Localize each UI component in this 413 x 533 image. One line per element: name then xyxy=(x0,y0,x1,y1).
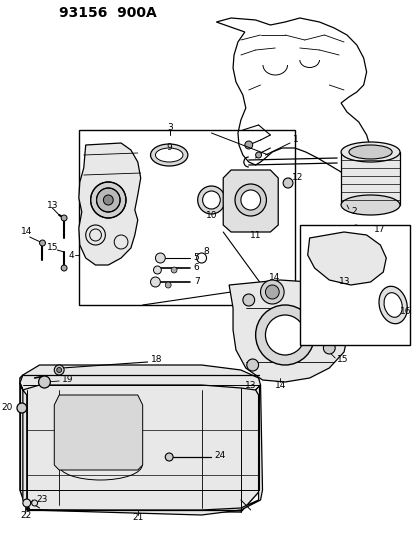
Polygon shape xyxy=(228,280,348,382)
Ellipse shape xyxy=(235,184,266,216)
Circle shape xyxy=(242,294,254,306)
Text: 6: 6 xyxy=(193,263,199,272)
Text: 23: 23 xyxy=(36,496,48,505)
Text: 2: 2 xyxy=(350,207,356,216)
Polygon shape xyxy=(223,170,278,232)
Circle shape xyxy=(246,359,258,371)
Text: 15: 15 xyxy=(336,356,348,365)
Circle shape xyxy=(23,499,31,507)
Text: 22: 22 xyxy=(20,511,31,520)
Circle shape xyxy=(90,182,126,218)
Text: 17: 17 xyxy=(373,225,384,235)
Ellipse shape xyxy=(240,190,260,210)
Text: 8: 8 xyxy=(203,247,209,256)
Text: 4: 4 xyxy=(68,251,74,260)
Circle shape xyxy=(165,453,173,461)
Text: 13: 13 xyxy=(46,200,58,209)
Text: 14: 14 xyxy=(268,273,279,282)
Circle shape xyxy=(153,266,161,274)
Text: 24: 24 xyxy=(214,450,225,459)
Text: 5: 5 xyxy=(193,254,199,262)
Circle shape xyxy=(17,403,27,413)
Text: 19: 19 xyxy=(62,376,74,384)
Circle shape xyxy=(282,178,292,188)
Circle shape xyxy=(165,282,171,288)
Text: 20: 20 xyxy=(2,403,13,413)
Circle shape xyxy=(54,365,64,375)
Text: 9: 9 xyxy=(166,143,172,152)
Ellipse shape xyxy=(197,186,225,214)
Ellipse shape xyxy=(150,144,188,166)
Polygon shape xyxy=(216,18,370,173)
Circle shape xyxy=(57,367,62,373)
Polygon shape xyxy=(20,375,260,512)
Circle shape xyxy=(255,152,261,158)
Circle shape xyxy=(61,265,67,271)
Text: 18: 18 xyxy=(150,356,161,365)
Circle shape xyxy=(260,280,283,304)
Text: 12: 12 xyxy=(291,174,303,182)
Circle shape xyxy=(150,277,160,287)
Polygon shape xyxy=(78,143,140,265)
Circle shape xyxy=(265,285,278,299)
Circle shape xyxy=(255,305,314,365)
Ellipse shape xyxy=(378,286,406,324)
Polygon shape xyxy=(307,232,385,285)
Polygon shape xyxy=(340,152,399,205)
Circle shape xyxy=(96,188,120,212)
Polygon shape xyxy=(20,365,260,390)
Text: 11: 11 xyxy=(249,230,261,239)
Text: 14: 14 xyxy=(274,381,285,390)
Text: 3: 3 xyxy=(167,123,173,132)
Ellipse shape xyxy=(340,142,399,162)
Circle shape xyxy=(171,267,177,273)
Text: 15: 15 xyxy=(46,244,58,253)
Ellipse shape xyxy=(383,293,401,317)
Circle shape xyxy=(265,315,304,355)
Bar xyxy=(78,130,294,305)
Circle shape xyxy=(38,376,50,388)
Text: 7: 7 xyxy=(193,278,199,287)
Text: 93156  900A: 93156 900A xyxy=(59,6,157,20)
Ellipse shape xyxy=(155,148,183,162)
Ellipse shape xyxy=(202,191,220,209)
Circle shape xyxy=(61,215,67,221)
Circle shape xyxy=(323,342,335,354)
Text: 1: 1 xyxy=(292,135,298,144)
Circle shape xyxy=(40,240,45,246)
Circle shape xyxy=(32,500,38,506)
Polygon shape xyxy=(20,383,262,515)
Ellipse shape xyxy=(340,195,399,215)
Circle shape xyxy=(244,141,252,149)
Text: 21: 21 xyxy=(132,513,143,522)
Text: 16: 16 xyxy=(399,308,411,317)
Polygon shape xyxy=(54,395,142,470)
Text: 14: 14 xyxy=(21,228,32,237)
Text: 13: 13 xyxy=(244,381,256,390)
Circle shape xyxy=(103,195,113,205)
Bar xyxy=(299,225,409,345)
Ellipse shape xyxy=(348,145,391,159)
Text: 10: 10 xyxy=(205,211,217,220)
Text: 13: 13 xyxy=(338,278,350,287)
Circle shape xyxy=(155,253,165,263)
